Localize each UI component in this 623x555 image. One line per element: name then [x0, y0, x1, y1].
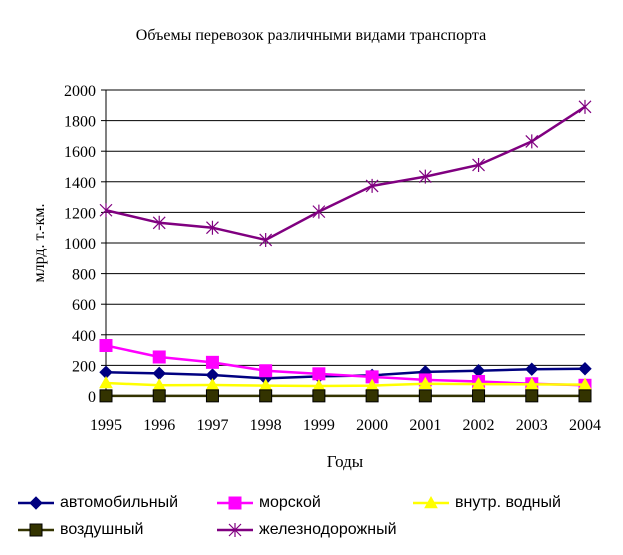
y-tick-label: 600 — [72, 297, 96, 314]
data-point — [365, 178, 379, 193]
y-tick-label: 800 — [72, 267, 96, 284]
data-point — [312, 367, 326, 381]
data-point — [471, 364, 486, 378]
legend-item: морской — [217, 493, 321, 513]
x-tick-label: 1998 — [250, 417, 282, 434]
legend-label: внутр. водный — [455, 494, 561, 511]
data-point — [365, 389, 379, 403]
y-tick-label: 1800 — [64, 114, 96, 131]
legend-item: внутр. водный — [413, 493, 561, 513]
data-point — [418, 169, 432, 184]
data-point — [312, 204, 326, 219]
data-point — [206, 220, 219, 235]
data-point — [471, 377, 486, 390]
data-point — [205, 355, 219, 369]
data-point — [578, 99, 592, 114]
legend-swatch — [217, 496, 253, 510]
data-point — [99, 203, 113, 218]
y-tick-label: 200 — [72, 358, 96, 375]
y-tick-label: 2000 — [64, 83, 96, 100]
y-tick-label: 1600 — [64, 144, 96, 161]
series-line — [105, 105, 586, 242]
legend: автомобильный морской внутр. водный воздушн… — [0, 488, 623, 555]
x-tick-label: 2004 — [569, 417, 601, 434]
x-tick-label: 1995 — [90, 417, 122, 434]
data-point — [99, 389, 113, 403]
data-point — [228, 496, 242, 510]
data-point — [152, 366, 166, 381]
series-line — [105, 344, 586, 387]
data-point — [99, 339, 113, 353]
x-tick-label: 1999 — [303, 417, 335, 434]
y-tick-label: 1200 — [64, 205, 96, 222]
data-point — [228, 523, 242, 537]
data-point — [205, 389, 219, 403]
data-point — [152, 215, 166, 230]
data-point — [29, 496, 43, 510]
data-point — [418, 389, 432, 403]
x-axis-label: Годы — [327, 452, 364, 471]
x-tick-label: 2001 — [409, 417, 441, 434]
data-point — [472, 389, 486, 403]
plot-area: 0 200 400 600 800 1000 1200 1400 1600 1800 2000 199… — [64, 83, 601, 434]
legend-swatch — [18, 523, 54, 537]
legend-label: автомобильный — [60, 494, 179, 511]
legend-item: железнодорожный — [217, 520, 397, 540]
legend-label: воздушный — [60, 521, 144, 538]
legend-item: автомобильный — [18, 493, 178, 513]
data-point — [152, 389, 166, 403]
data-point — [578, 362, 592, 376]
x-tick-label: 2002 — [463, 417, 495, 434]
data-point — [259, 232, 273, 247]
data-point — [578, 389, 592, 403]
data-point — [525, 134, 539, 149]
data-point — [472, 157, 485, 172]
y-tick-label: 1000 — [64, 236, 96, 253]
data-point — [29, 523, 43, 537]
data-point — [259, 364, 273, 378]
data-point — [525, 389, 539, 403]
data-point — [99, 375, 113, 389]
x-tick-label: 2003 — [516, 417, 548, 434]
data-point — [418, 376, 433, 390]
data-point — [152, 350, 166, 364]
y-axis-label: млрд. т.-км. — [31, 203, 48, 282]
data-point — [525, 362, 539, 376]
data-point — [312, 389, 326, 403]
x-tick-label: 1997 — [196, 417, 228, 434]
data-point — [424, 495, 438, 509]
series-line — [105, 367, 586, 380]
y-tick-label: 400 — [72, 328, 96, 345]
data-point — [259, 389, 273, 403]
legend-label: железнодорожный — [259, 521, 397, 538]
series-line — [105, 381, 586, 388]
legend-swatch — [217, 523, 253, 537]
chart-svg: Объемы перевозок различными видами транс… — [31, 27, 601, 471]
legend-item: воздушный — [18, 520, 143, 540]
chart-title: Объемы перевозок различными видами транс… — [136, 27, 486, 44]
data-point — [524, 377, 539, 390]
legend-swatch — [18, 496, 54, 510]
legend-label: морской — [259, 494, 321, 511]
y-tick-label: 1400 — [64, 175, 96, 192]
legend-swatch — [413, 495, 449, 509]
x-tick-label: 1996 — [143, 417, 175, 434]
x-tick-label: 2000 — [356, 417, 388, 434]
y-tick-label: 0 — [88, 389, 96, 406]
